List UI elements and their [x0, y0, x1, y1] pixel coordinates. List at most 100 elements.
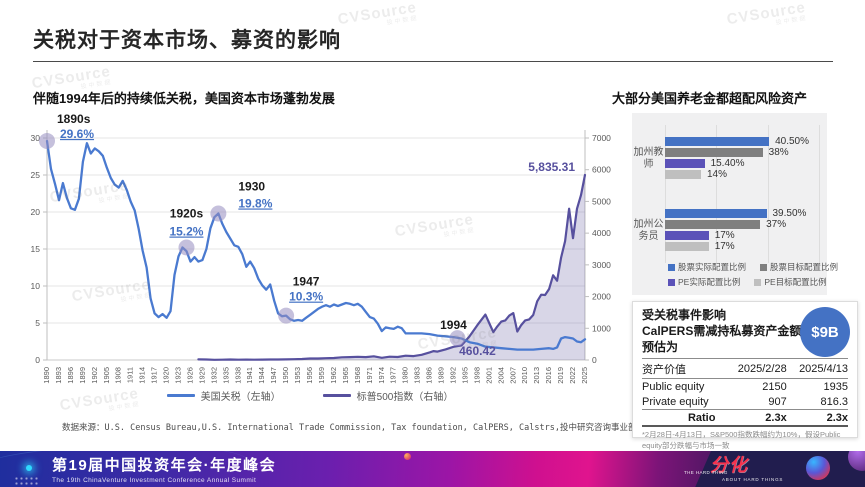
bar-gridline — [819, 125, 821, 263]
bar — [665, 137, 770, 146]
svg-text:2016: 2016 — [544, 367, 553, 384]
table-cell: 资产价值 — [642, 358, 726, 380]
bar — [665, 170, 701, 179]
svg-text:1902: 1902 — [90, 367, 99, 384]
calpers-impact-card: 受关税事件影响 CalPERS需减持私募资产金额 预估为 $9B 资产价值 202… — [632, 301, 858, 450]
svg-text:1944: 1944 — [257, 367, 266, 384]
table-row: Public equity 2150 1935 — [642, 379, 848, 395]
svg-text:10.3%: 10.3% — [289, 290, 323, 304]
bar-row: 39.50% — [665, 208, 806, 219]
dot-grid-decoration — [14, 476, 38, 485]
legend-item: PE实际配置比例 — [668, 276, 740, 288]
svg-text:2000: 2000 — [592, 292, 611, 302]
bar-value-label: 14% — [706, 169, 727, 180]
bar — [665, 231, 709, 240]
svg-text:1980: 1980 — [401, 367, 410, 384]
svg-text:1930: 1930 — [238, 179, 265, 193]
legend-label-sp500: 标普500指数（右轴） — [356, 392, 454, 403]
svg-text:1956: 1956 — [305, 367, 314, 384]
bar — [665, 220, 761, 229]
bar-chart-legend: 股票实际配置比例 股票目标配置比例 PE实际配置比例 PE目标配置比例 — [668, 261, 838, 288]
table-cell: Private equity — [642, 395, 709, 408]
right-chart-title: 大部分美国养老金都超配风险资产 — [612, 91, 808, 106]
table-row: 资产价值 2025/2/28 2025/4/13 — [642, 358, 848, 380]
table-cell: 816.3 — [820, 395, 848, 408]
svg-text:1914: 1914 — [138, 367, 147, 384]
legend-swatch — [668, 278, 675, 286]
sphere-decoration — [404, 453, 411, 460]
legend-item: 股票目标配置比例 — [760, 261, 838, 273]
calpers-footnote: *2月28日-4月13日，S&P500指数跌幅约为10%，假设Public eq… — [642, 430, 841, 450]
bar-row: 38% — [665, 147, 809, 158]
bar-row: 37% — [665, 219, 806, 230]
svg-text:7000: 7000 — [592, 133, 611, 143]
table-cell: Ratio — [642, 409, 726, 428]
bar-group-label: 加州公务员 — [633, 218, 664, 243]
svg-text:1947: 1947 — [269, 367, 278, 384]
svg-text:2007: 2007 — [508, 367, 517, 384]
table-cell: 1935 — [823, 380, 848, 393]
table-row: Ratio 2.3x 2.3x — [642, 409, 848, 428]
svg-text:1926: 1926 — [185, 367, 194, 384]
bar-value-label: 17% — [714, 230, 735, 241]
svg-text:1983: 1983 — [413, 367, 422, 384]
svg-text:29.6%: 29.6% — [60, 127, 94, 141]
bar-group: 加州公务员 39.50% 37% 17% 17% — [632, 208, 807, 253]
legend-item-sp500: 标普500指数（右轴） — [322, 388, 454, 403]
sp500-line-swatch — [322, 394, 351, 397]
table-cell: 2150 — [762, 380, 787, 393]
calpers-asset-table: 资产价值 2025/2/28 2025/4/13 Public equity 2150 1… — [642, 358, 848, 428]
tariff-line-swatch — [166, 394, 195, 397]
svg-text:15: 15 — [31, 244, 41, 254]
svg-text:2004: 2004 — [496, 367, 505, 384]
svg-text:1899: 1899 — [78, 367, 87, 384]
svg-text:1971: 1971 — [365, 367, 374, 384]
svg-text:10: 10 — [31, 281, 41, 291]
svg-text:1986: 1986 — [425, 367, 434, 384]
calpers-card-heading: 受关税事件影响 CalPERS需减持私募资产金额 预估为 — [642, 308, 802, 354]
table-row: Private equity 907 816.3 — [642, 394, 848, 410]
svg-text:1959: 1959 — [317, 367, 326, 384]
svg-text:1965: 1965 — [341, 367, 350, 384]
tariff-sp500-line-chart: 0510152025300100020003000400050006000700… — [31, 112, 612, 384]
svg-text:15.2%: 15.2% — [169, 225, 203, 239]
svg-text:6000: 6000 — [592, 165, 611, 175]
footer-text-block: 第19届中国投资年会·年度峰会 The 19th ChinaVenture In… — [52, 454, 276, 484]
bar-group: 加州教师 40.50% 38% 15.40% 14% — [632, 136, 810, 181]
svg-text:1953: 1953 — [293, 367, 302, 384]
svg-text:1938: 1938 — [233, 367, 242, 384]
logo-wordmark: 分化 — [710, 455, 748, 475]
bar-value-label: 38% — [768, 147, 789, 158]
bar-gridline — [767, 125, 769, 263]
sphere-decoration — [848, 451, 865, 471]
table-cell: 2025/2/28 — [725, 358, 787, 380]
svg-text:460.42: 460.42 — [459, 344, 496, 358]
svg-text:4000: 4000 — [592, 228, 611, 238]
footer-dark-panel — [695, 451, 865, 487]
bar-value-label: 37% — [766, 219, 787, 230]
bar-value-label: 15.40% — [710, 158, 745, 169]
bar-row: 40.50% — [665, 136, 809, 147]
svg-text:5,835.31: 5,835.31 — [528, 160, 575, 174]
logo-tagline-top: THE HARD THING — [684, 470, 728, 475]
bar-gridline — [665, 125, 666, 263]
pension-allocation-bar-chart: 加州教师 40.50% 38% 15.40% 14% 加州公务员 39.50% 37% 17% 1… — [632, 113, 838, 295]
svg-text:2010: 2010 — [520, 367, 529, 384]
legend-item: PE目标配置比例 — [754, 276, 827, 288]
page-title: 关税对于资本市场、募资的影响 — [33, 29, 341, 52]
legend-swatch — [668, 263, 675, 271]
svg-text:2019: 2019 — [556, 367, 565, 384]
event-logo: 分化 THE HARD THING ABOUT HARD THINGS — [684, 451, 784, 487]
svg-text:1941: 1941 — [245, 367, 254, 384]
svg-text:1000: 1000 — [592, 323, 611, 333]
bar-value-label: 17% — [714, 241, 735, 252]
table-cell: 2025/4/13 — [786, 358, 848, 380]
svg-text:0: 0 — [35, 355, 40, 365]
svg-text:30: 30 — [31, 133, 41, 143]
svg-text:2022: 2022 — [568, 367, 577, 384]
bar — [665, 209, 767, 218]
bar-row: 17% — [665, 230, 806, 241]
svg-text:1905: 1905 — [102, 367, 111, 384]
table-cell: 2.3x — [725, 409, 787, 428]
